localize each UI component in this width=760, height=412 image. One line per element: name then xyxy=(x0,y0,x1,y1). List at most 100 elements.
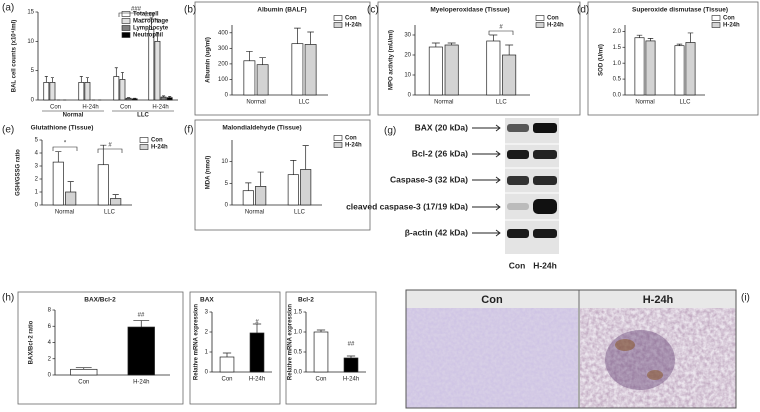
panel-frame xyxy=(194,1,371,116)
legend-swatch xyxy=(333,15,343,21)
y-tick-label: 0 xyxy=(48,373,52,379)
bar xyxy=(127,326,155,376)
legend-swatch xyxy=(121,11,131,17)
y-tick-label: 20 xyxy=(404,53,411,59)
y-axis-label: BAL cell counts (x10⁴/ml) xyxy=(12,20,18,93)
error-bar xyxy=(133,97,137,99)
error-bar xyxy=(112,194,119,199)
panel-label: (b) xyxy=(184,5,196,16)
y-tick-label: 4 xyxy=(35,151,39,157)
bar xyxy=(148,29,155,101)
y-tick-label: 0 xyxy=(35,203,39,209)
x-tick-label: Normal xyxy=(635,100,654,106)
band xyxy=(533,229,557,238)
x-tick-label: Con xyxy=(120,105,131,111)
x-tick-label: H-24h xyxy=(152,105,168,111)
x-tick-label: Con xyxy=(315,377,326,383)
y-tick-label: 1 xyxy=(205,350,209,356)
x-tick-label: LLC xyxy=(298,100,310,106)
chart-title: BAX/Bcl-2 xyxy=(84,297,116,304)
blot-label: BAX (20 kDa) xyxy=(415,122,469,132)
legend-label: Lymphocyte xyxy=(133,26,169,32)
error-bar xyxy=(307,31,314,45)
legend-label: H-24h xyxy=(547,23,564,29)
legend-label: H-24h xyxy=(723,23,740,29)
y-tick-label: 1.0 xyxy=(294,330,303,336)
bar xyxy=(291,43,304,96)
legend-swatch xyxy=(121,25,131,31)
panel-frame xyxy=(194,119,371,231)
bar xyxy=(125,97,132,101)
bar xyxy=(685,42,696,96)
y-tick-label: 0.5 xyxy=(294,350,303,356)
x-tick-label: Con xyxy=(221,377,232,383)
bracket xyxy=(141,18,159,23)
x-tick-label: LLC xyxy=(679,100,691,106)
y-tick-label: 5 xyxy=(225,181,229,187)
panel-frame xyxy=(285,291,377,405)
legend-swatch xyxy=(711,15,721,21)
x-tick-label: LLC xyxy=(104,210,116,216)
y-tick-label: 0.0 xyxy=(294,370,303,376)
legend-swatch xyxy=(333,22,343,28)
error-bar xyxy=(155,32,159,42)
y-tick-label: 1.0 xyxy=(613,61,622,67)
header xyxy=(580,290,736,308)
blot xyxy=(505,118,559,254)
panel-label: (h) xyxy=(2,293,14,304)
legend-label: Con xyxy=(547,16,559,22)
y-axis-label: Relative mRNA expression xyxy=(288,304,294,380)
frame xyxy=(405,289,737,409)
y-tick-label: 0.5 xyxy=(613,77,622,83)
bar xyxy=(154,40,161,101)
legend-swatch xyxy=(139,137,149,143)
panel-frame xyxy=(189,291,281,405)
y-axis-label: MDA (nmol) xyxy=(206,156,212,189)
annotation: * xyxy=(64,141,67,147)
bar xyxy=(249,332,265,373)
bar xyxy=(166,97,173,101)
error-bar xyxy=(120,72,124,80)
header xyxy=(406,290,578,308)
error-bar xyxy=(67,181,74,192)
error-bar xyxy=(676,43,683,46)
error-bar xyxy=(85,77,89,83)
x-tick-label: H-24h xyxy=(133,380,149,386)
bar xyxy=(444,44,459,96)
panel-frame xyxy=(377,1,581,116)
error-bar xyxy=(246,51,253,61)
error-bar xyxy=(55,151,62,163)
blot-label: β-actin (42 kDa) xyxy=(405,227,468,237)
bar xyxy=(300,169,312,206)
x-tick-label: LLC xyxy=(496,100,508,106)
blot-label: cleaved caspase-3 (17/19 kDa) xyxy=(346,201,468,211)
y-tick-label: 0.0 xyxy=(613,93,622,99)
bar xyxy=(304,44,317,96)
error-bar xyxy=(168,96,172,98)
legend-label: Neutrophil xyxy=(133,33,163,39)
bar xyxy=(65,191,77,206)
x-tick-label: Normal xyxy=(245,210,264,216)
x-tick-label: LLC xyxy=(294,210,306,216)
legend-label: Con xyxy=(345,16,357,22)
panel-label: (e) xyxy=(2,125,14,136)
y-tick-label: 2 xyxy=(35,177,39,183)
y-tick-label: 3 xyxy=(205,310,209,316)
error-bar xyxy=(687,32,694,43)
bar xyxy=(97,164,109,206)
chart-title: Myeloperoxidase (Tissue) xyxy=(430,7,509,14)
bracket xyxy=(52,146,78,151)
error-bar xyxy=(259,57,266,65)
y-tick-label: 0 xyxy=(225,203,229,209)
lane-label: Con xyxy=(509,260,526,270)
legend-swatch xyxy=(535,22,545,28)
blot-labels: BAX (20 kDa) Bcl-2 (26 kDa) Caspase-3 (3… xyxy=(346,122,557,270)
error-bar xyxy=(245,182,252,191)
legend-label: Con xyxy=(723,16,735,22)
error-bar xyxy=(290,160,297,175)
bar xyxy=(160,96,167,101)
stain xyxy=(647,370,663,380)
y-tick-label: 2.0 xyxy=(613,29,622,35)
panel-frame xyxy=(17,291,184,405)
band xyxy=(507,124,529,132)
